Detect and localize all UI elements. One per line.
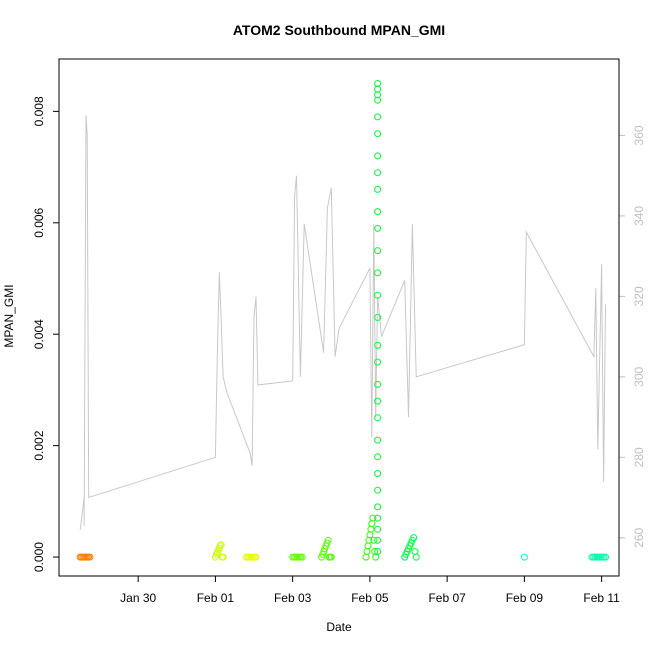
- data-point: [374, 152, 382, 160]
- data-point: [324, 536, 332, 544]
- data-point: [374, 224, 382, 232]
- data-point: [520, 553, 528, 561]
- data-point: [362, 553, 370, 561]
- y-tick-label: 0.002: [32, 430, 46, 460]
- data-point: [216, 542, 224, 550]
- data-point: [374, 113, 382, 121]
- data-point: [327, 553, 335, 561]
- x-tick-label: Feb 05: [351, 591, 389, 605]
- data-point: [374, 291, 382, 299]
- data-point: [374, 548, 382, 555]
- x-tick-label: Feb 07: [428, 591, 466, 605]
- y-tick-label: 0.000: [32, 542, 46, 572]
- y2-tick-label: 260: [632, 527, 646, 547]
- data-point: [86, 553, 94, 561]
- data-point: [374, 314, 382, 321]
- data-point: [374, 130, 382, 138]
- secondary-line-layer: [79, 115, 606, 530]
- data-point: [217, 541, 225, 549]
- data-point: [374, 169, 382, 177]
- data-point: [367, 525, 375, 533]
- y-tick-label: 0.006: [32, 207, 46, 237]
- data-point: [374, 208, 382, 216]
- data-point: [372, 553, 380, 561]
- x-tick-label: Feb 03: [274, 591, 312, 605]
- data-point: [374, 414, 382, 422]
- data-point: [374, 269, 382, 277]
- y-axis-label: MPAN_GMI: [2, 284, 16, 347]
- data-point: [370, 536, 378, 544]
- y2-tick-label: 300: [632, 367, 646, 387]
- data-point: [363, 548, 371, 555]
- data-point: [374, 341, 382, 349]
- x-axis-label: Date: [326, 620, 352, 634]
- y2-tick-label: 360: [632, 125, 646, 145]
- x-tick-label: Feb 09: [506, 591, 544, 605]
- y2-tick-label: 340: [632, 206, 646, 226]
- y2-tick-label: 320: [632, 286, 646, 306]
- data-point: [219, 553, 227, 561]
- data-point: [374, 486, 382, 494]
- data-point: [374, 536, 382, 544]
- y-tick-label: 0.008: [32, 96, 46, 126]
- x-tick-label: Feb 01: [197, 591, 235, 605]
- data-point: [374, 514, 382, 522]
- plot-frame: [58, 58, 620, 577]
- data-point: [374, 436, 382, 444]
- data-point: [366, 531, 374, 539]
- axes-layer: Jan 30 Feb 01 Feb 03 Feb 05 Feb 07 Feb 09 Feb …: [32, 96, 646, 605]
- y-tick-label: 0.004: [32, 319, 46, 349]
- data-point: [412, 553, 420, 561]
- data-points-layer: [76, 80, 609, 561]
- x-tick-label: Jan 30: [120, 591, 156, 605]
- secondary-trace-line: [79, 115, 606, 530]
- data-point: [364, 542, 372, 550]
- data-point: [374, 358, 382, 366]
- data-point: [374, 247, 382, 255]
- data-point: [374, 525, 382, 533]
- chart-title: ATOM2 Southbound MPAN_GMI: [233, 22, 445, 38]
- data-point: [374, 453, 382, 461]
- data-point: [411, 548, 419, 555]
- data-point: [374, 503, 382, 511]
- data-point: [298, 553, 306, 561]
- data-point: [369, 514, 377, 522]
- data-point: [374, 470, 382, 477]
- data-point: [252, 553, 260, 561]
- data-point: [602, 553, 609, 561]
- data-point: [374, 185, 382, 193]
- data-point: [410, 534, 418, 542]
- x-tick-label: Feb 11: [583, 591, 620, 605]
- y2-tick-label: 280: [632, 447, 646, 467]
- data-point: [374, 80, 382, 87]
- data-point: [374, 397, 382, 405]
- data-point: [374, 380, 382, 388]
- data-point: [368, 520, 376, 528]
